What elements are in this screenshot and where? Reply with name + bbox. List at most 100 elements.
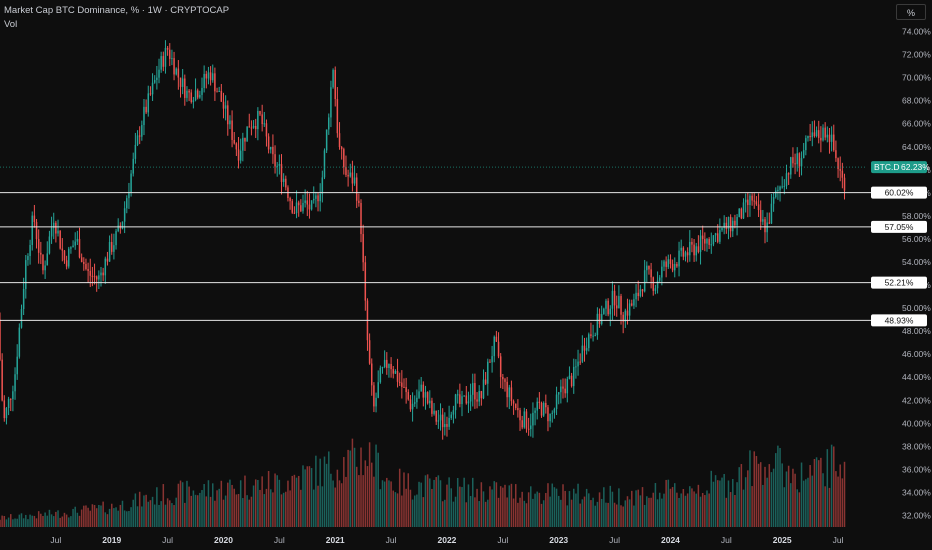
x-tick-label: Jul bbox=[274, 535, 285, 545]
candle-body bbox=[813, 132, 816, 137]
scale-unit-button[interactable]: % bbox=[896, 4, 926, 20]
volume-bar bbox=[811, 475, 814, 527]
candle-body bbox=[44, 265, 46, 271]
y-tick-label: 72.00% bbox=[902, 50, 931, 60]
candle-body bbox=[740, 208, 743, 219]
volume-bar bbox=[16, 518, 18, 527]
candle-body bbox=[579, 361, 581, 363]
volume-bar bbox=[375, 444, 377, 527]
volume-bar bbox=[377, 452, 379, 527]
volume-bar bbox=[613, 502, 616, 527]
candle-body bbox=[158, 69, 160, 78]
volume-bar bbox=[110, 503, 113, 527]
candle-body bbox=[33, 215, 36, 222]
volume-bar bbox=[413, 495, 416, 527]
volume-bar bbox=[540, 503, 543, 527]
volume-bar bbox=[508, 485, 511, 527]
candle-body bbox=[461, 396, 463, 405]
volume-bar bbox=[74, 506, 76, 527]
volume-bar bbox=[807, 477, 809, 527]
volume-bar bbox=[310, 468, 313, 527]
volume-bar bbox=[669, 488, 672, 527]
candle-body bbox=[450, 414, 453, 418]
volume-bar bbox=[373, 476, 375, 527]
candle-body bbox=[20, 309, 23, 328]
candle-body bbox=[538, 401, 541, 403]
candle-body bbox=[244, 137, 246, 142]
candle-body bbox=[257, 110, 259, 130]
volume-bar bbox=[83, 505, 85, 527]
volume-bar bbox=[285, 491, 287, 527]
candle-body bbox=[59, 230, 61, 249]
volume-bar bbox=[689, 486, 691, 527]
volume-bar bbox=[319, 458, 321, 527]
candle-body bbox=[12, 391, 14, 400]
candle-body bbox=[375, 397, 377, 407]
candle-body bbox=[83, 261, 85, 264]
volume-bar bbox=[293, 474, 296, 527]
candle-body bbox=[325, 129, 328, 151]
volume-bar bbox=[774, 453, 777, 527]
candle-body bbox=[658, 277, 661, 281]
volume-bar bbox=[691, 488, 693, 527]
volume-bar bbox=[792, 468, 794, 527]
volume-bar bbox=[72, 508, 74, 527]
candle-body bbox=[141, 125, 143, 137]
candle-body bbox=[89, 270, 92, 276]
volume-bar bbox=[222, 499, 225, 527]
volume-bar bbox=[175, 497, 177, 527]
volume-bar bbox=[394, 492, 397, 527]
current-price-tag bbox=[871, 161, 927, 174]
candle-body bbox=[557, 392, 560, 395]
candle-body bbox=[790, 157, 792, 175]
volume-bar bbox=[450, 488, 453, 527]
y-tick-label: 70.00% bbox=[902, 73, 931, 83]
volume-bar bbox=[132, 499, 134, 527]
volume-bar bbox=[98, 504, 100, 527]
candle-body bbox=[781, 186, 783, 188]
candle-body bbox=[493, 336, 495, 357]
volume-bar bbox=[61, 516, 64, 527]
candle-body bbox=[590, 334, 592, 336]
candle-body bbox=[463, 395, 465, 397]
volume-bar bbox=[787, 465, 790, 527]
volume-bar bbox=[594, 505, 596, 527]
candle-body bbox=[532, 412, 534, 426]
candle-body bbox=[783, 185, 786, 187]
volume-bar bbox=[682, 488, 685, 527]
candle-body bbox=[547, 407, 549, 422]
volume-bar bbox=[220, 480, 223, 527]
y-tick-label: 32.00% bbox=[902, 510, 931, 520]
volume-bar bbox=[100, 505, 102, 527]
candle-body bbox=[714, 233, 717, 236]
volume-bar bbox=[534, 493, 536, 527]
volume-bar bbox=[246, 495, 248, 527]
volume-bar bbox=[721, 477, 723, 527]
volume-bar bbox=[179, 480, 182, 527]
candle-body bbox=[270, 146, 272, 150]
candle-body bbox=[592, 335, 594, 337]
volume-bar bbox=[590, 500, 592, 527]
volume-bar bbox=[663, 493, 665, 527]
candle-body bbox=[151, 82, 154, 95]
candle-body bbox=[162, 56, 165, 67]
candle-body bbox=[744, 199, 747, 203]
volume-bar bbox=[744, 477, 747, 527]
candle-body bbox=[231, 120, 233, 140]
volume-bar bbox=[835, 471, 837, 527]
candle-body bbox=[843, 177, 846, 191]
volume-bar bbox=[235, 494, 238, 527]
candle-body bbox=[95, 276, 98, 280]
candle-body bbox=[18, 327, 21, 357]
candle-body bbox=[3, 400, 6, 419]
volume-bar bbox=[502, 487, 504, 527]
candle-body bbox=[439, 414, 442, 421]
volume-bar bbox=[340, 483, 343, 527]
volume-bar bbox=[768, 464, 771, 527]
candle-body bbox=[37, 239, 40, 253]
volume-bar bbox=[495, 482, 498, 527]
level-price-tag bbox=[871, 276, 927, 289]
candle-body bbox=[609, 308, 612, 315]
candle-body bbox=[246, 126, 248, 142]
